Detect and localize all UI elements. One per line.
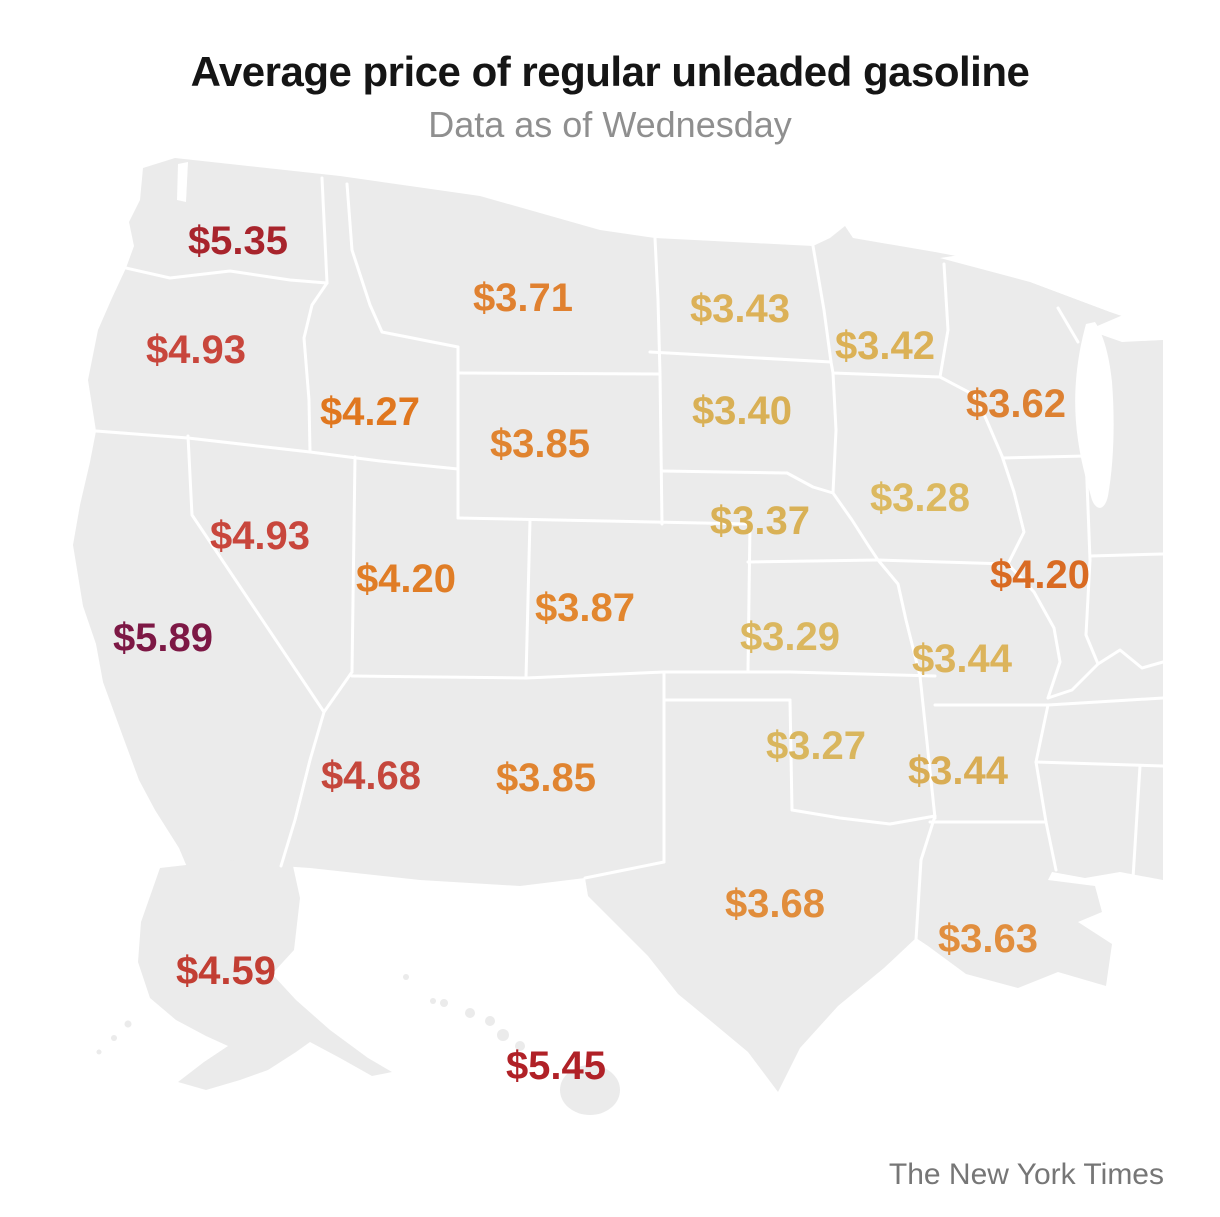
border-42n	[94, 429, 460, 471]
puget-sound	[177, 162, 188, 202]
price-label-texas: $3.68	[725, 882, 825, 926]
border-wi-up	[1056, 306, 1080, 344]
border-wi-il	[1001, 454, 1088, 460]
price-label-missouri: $3.44	[912, 637, 1013, 681]
border-sd-ne	[660, 469, 789, 475]
border-co-east	[746, 522, 752, 672]
hawaii-big-island	[560, 1065, 620, 1115]
price-label-arkansas: $3.44	[908, 749, 1009, 793]
page-title: Average price of regular unleaded gasoli…	[190, 48, 1030, 95]
border-ms-al	[1131, 764, 1142, 880]
hawaii-island	[440, 999, 448, 1007]
border-or-id	[302, 281, 329, 454]
price-label-louisiana: $3.63	[938, 917, 1038, 961]
border-tn-ms	[1034, 760, 1165, 768]
border-ne-ks	[746, 558, 880, 564]
price-label-alaska: $4.59	[176, 949, 276, 993]
page-subtitle: Data as of Wednesday	[428, 104, 792, 145]
aleutian-island	[124, 1020, 132, 1028]
border-tx-panhandle-east	[788, 698, 794, 812]
lake-huron-band	[1088, 306, 1163, 342]
source-credit: The New York Times	[888, 1158, 1164, 1191]
border-il-in	[1084, 454, 1100, 666]
border-wi-ia-river	[938, 375, 1004, 458]
border-ia-il-river	[1000, 454, 1026, 566]
hawaii-island	[485, 1016, 495, 1026]
border-nv-az	[322, 670, 354, 714]
price-label-nevada: $4.93	[210, 514, 310, 558]
border-mt-nd	[653, 236, 662, 376]
price-label-wyoming: $3.85	[490, 422, 590, 466]
border-ut-co	[524, 518, 532, 680]
hawaii-island	[515, 1041, 525, 1051]
price-label-south-dakota: $3.40	[692, 389, 792, 433]
price-label-illinois: $4.20	[990, 553, 1090, 597]
price-label-idaho: $4.27	[320, 390, 420, 434]
lake-superior	[940, 240, 1163, 330]
aleutian-island	[403, 974, 409, 980]
border-wy-sd-ne	[658, 372, 664, 526]
border-nm-south	[583, 860, 666, 880]
border-ca-az	[279, 710, 326, 868]
price-label-colorado: $3.87	[535, 586, 635, 630]
price-label-oklahoma: $3.27	[766, 724, 866, 768]
border-ia-mo	[876, 558, 1010, 566]
border-wa-or	[124, 266, 329, 285]
hawaii-island	[497, 1029, 509, 1041]
border-in-mi	[1088, 552, 1165, 558]
price-label-montana: $3.71	[473, 276, 573, 320]
border-id-mt	[345, 182, 460, 349]
border-la-ms	[1044, 820, 1058, 872]
aleutian-island	[430, 998, 436, 1004]
border-nv-ut	[350, 455, 357, 674]
price-label-nebraska: $3.37	[710, 499, 810, 543]
aleutian-island	[96, 1049, 102, 1055]
price-label-minnesota: $3.42	[835, 324, 935, 368]
price-label-iowa: $3.28	[870, 476, 970, 520]
border-41n	[456, 516, 752, 526]
border-ne-ia-river	[785, 471, 880, 562]
border-nd-mn	[811, 244, 833, 364]
price-label-north-dakota: $3.43	[690, 287, 790, 331]
price-label-new-mexico: $3.85	[496, 756, 596, 800]
price-label-utah: $4.20	[356, 557, 456, 601]
hawaii-island	[465, 1008, 475, 1018]
price-label-arizona: $4.68	[321, 754, 421, 798]
border-mo-il-river	[1006, 562, 1062, 700]
price-label-washington: $5.35	[188, 219, 288, 263]
border-red-river	[790, 808, 937, 826]
border-mn-wi	[938, 262, 950, 379]
border-ca-nv	[186, 434, 326, 714]
border-ohio-river	[1046, 648, 1165, 700]
price-label-california: $5.89	[113, 616, 213, 660]
border-wa-id	[320, 176, 329, 285]
price-label-hawaii: $5.45	[506, 1044, 606, 1088]
border-mo-ks-ok	[876, 558, 937, 820]
landmass-alaska	[138, 860, 392, 1090]
aleutian-island	[111, 1035, 117, 1041]
price-label-kansas: $3.29	[740, 615, 840, 659]
border-nd-sd	[648, 350, 833, 364]
border-sd-ia	[831, 371, 838, 495]
border-mt-wy	[456, 371, 660, 376]
price-label-wisconsin: $3.62	[966, 382, 1066, 426]
price-label-oregon: $4.93	[146, 328, 246, 372]
landmass-lower48	[73, 158, 1163, 1092]
border-tx-la	[914, 814, 937, 942]
border-ky-tn	[1046, 696, 1165, 707]
